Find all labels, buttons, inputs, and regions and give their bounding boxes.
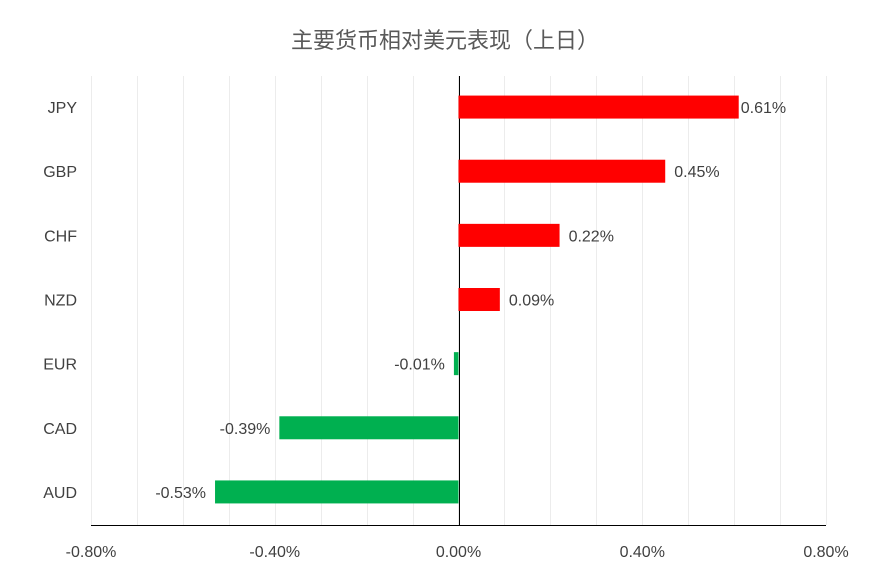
bar	[458, 223, 560, 247]
x-tick-label: 0.40%	[620, 544, 665, 561]
bar	[458, 159, 666, 183]
bars	[215, 95, 739, 504]
bar	[458, 95, 739, 119]
bar	[279, 416, 459, 440]
data-label: -0.01%	[394, 357, 445, 374]
bar	[458, 288, 500, 311]
category-label: NZD	[44, 293, 77, 310]
data-label: 0.45%	[674, 164, 719, 181]
data-label: 0.09%	[509, 293, 554, 310]
bar	[215, 480, 459, 504]
x-tick-label: -0.80%	[66, 544, 117, 561]
data-label: 0.61%	[741, 100, 786, 117]
category-label: JPY	[48, 100, 78, 117]
data-label: -0.53%	[155, 485, 206, 502]
bar	[453, 352, 459, 376]
category-label: CHF	[44, 228, 77, 245]
labels: -0.80% -0.40% 0.00% 0.40% 0.80% JPY 0.61% GBP 0.…	[43, 100, 848, 561]
category-label: CAD	[43, 421, 77, 438]
data-label: -0.39%	[220, 421, 271, 438]
x-tick-label: 0.80%	[803, 544, 848, 561]
category-label: GBP	[43, 164, 77, 181]
data-label: 0.22%	[569, 228, 614, 245]
category-label: EUR	[43, 357, 77, 374]
x-tick-label: 0.00%	[436, 544, 481, 561]
category-label: AUD	[43, 485, 77, 502]
chart-title: 主要货币相对美元表现（上日）	[291, 29, 599, 54]
x-tick-label: -0.40%	[249, 544, 300, 561]
gridlines	[91, 76, 827, 525]
